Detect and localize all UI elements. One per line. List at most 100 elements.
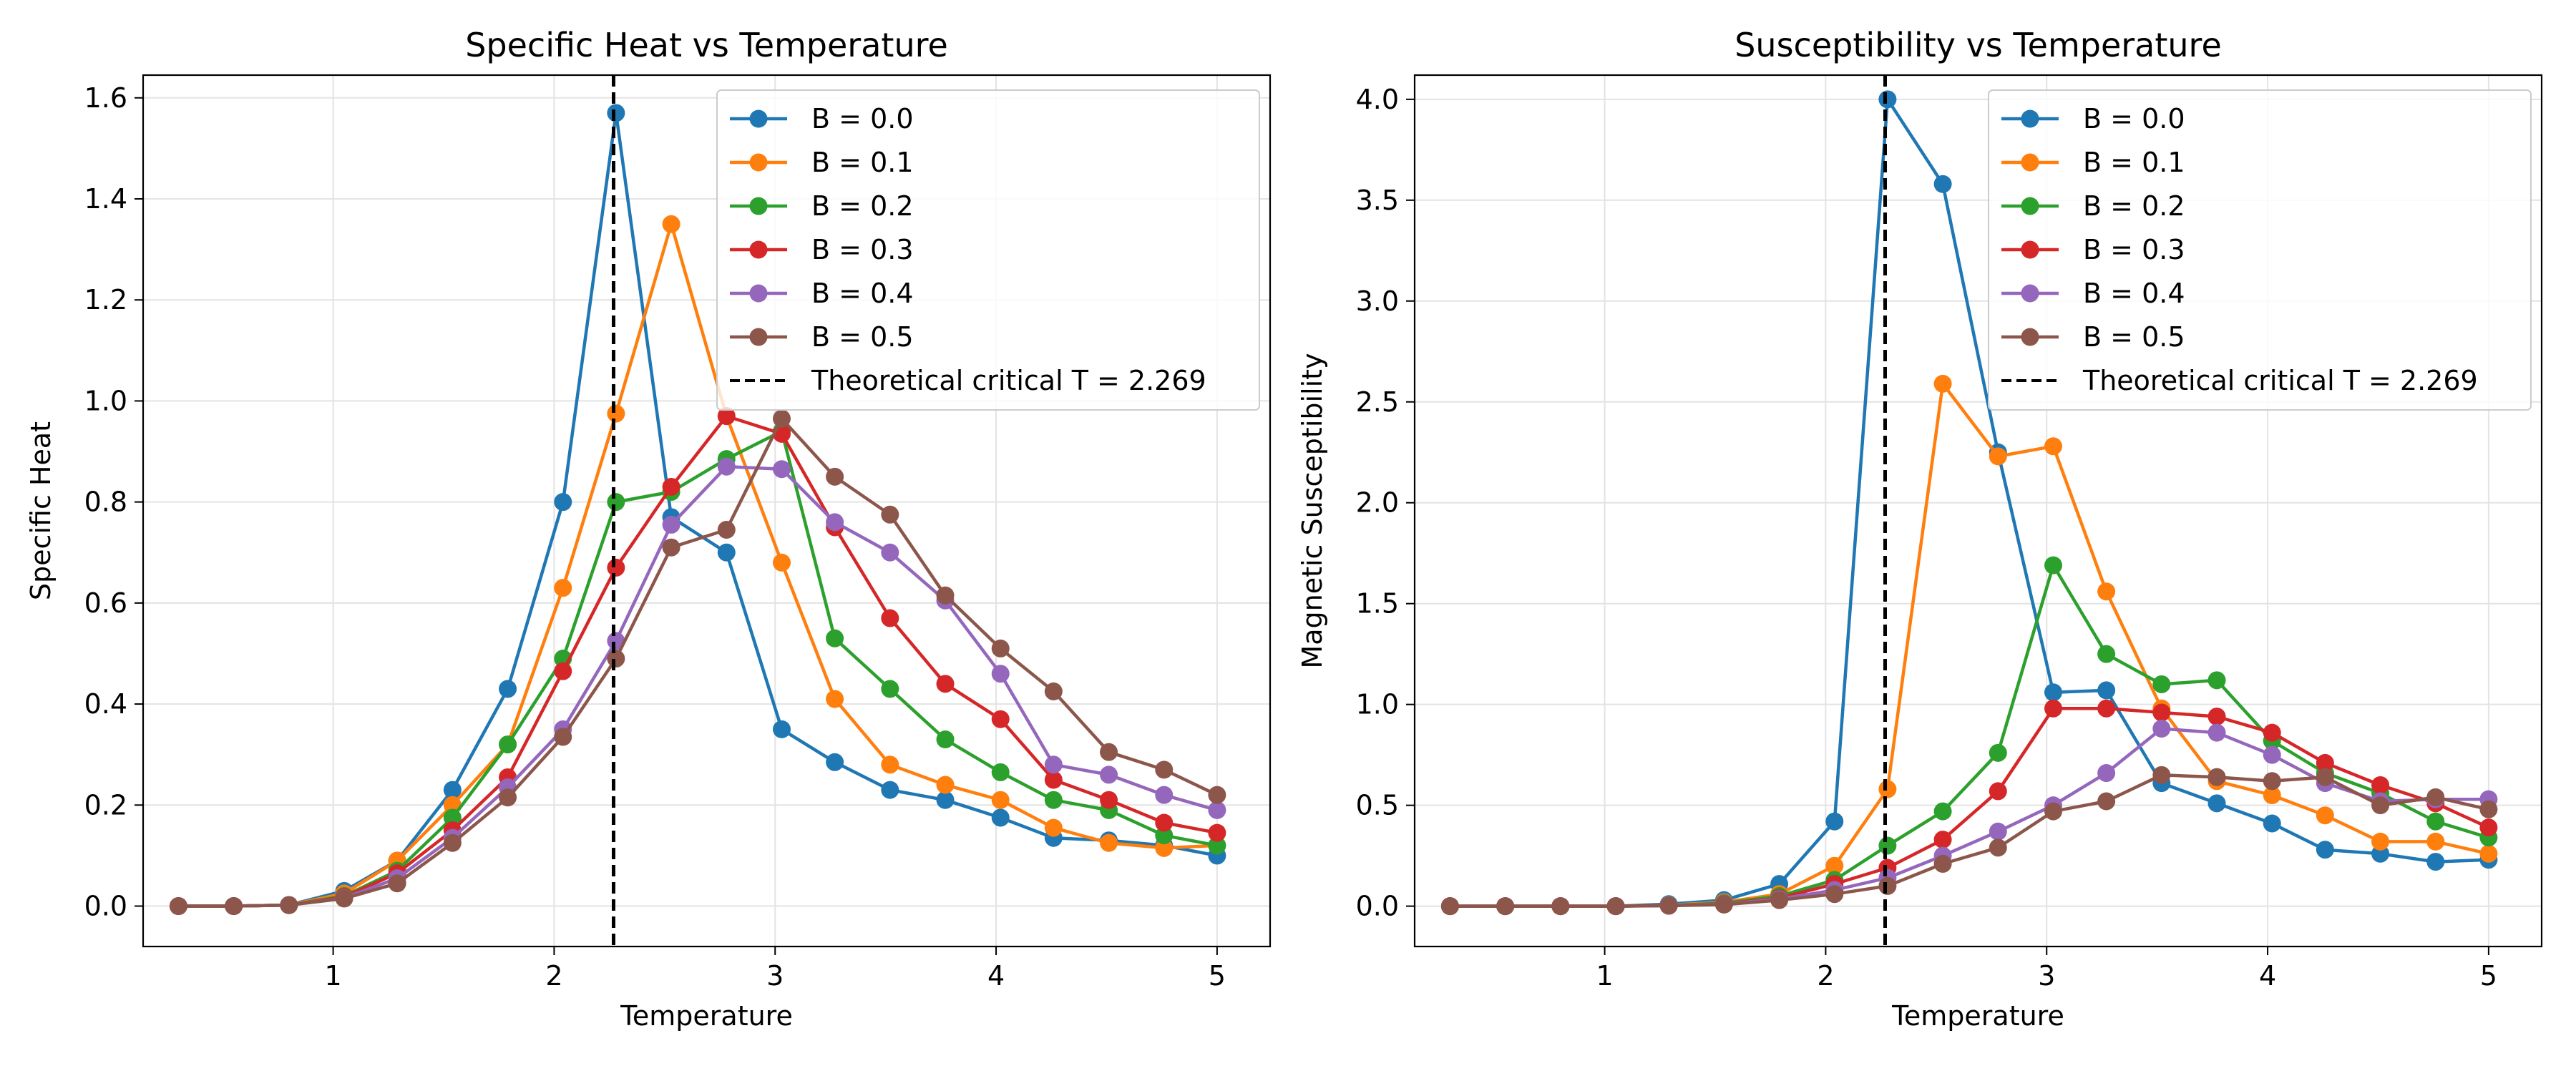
data-point [2152, 675, 2171, 693]
legend-swatch-marker [749, 197, 768, 215]
legend-entry-b-0-2: B = 0.2 [730, 190, 914, 222]
x-tick-label: 3 [2038, 960, 2055, 992]
legend-label-critical-specific-heat: Theoretical critical T = 2.269 [811, 365, 1206, 396]
data-point [991, 808, 1010, 827]
legend-specific-heat: B = 0.0 B = 0.1 B = 0.2 B = 0.3 B = 0.4 B = 0… [716, 89, 1260, 411]
data-point [1155, 838, 1174, 857]
data-point [662, 538, 680, 557]
data-point [2207, 723, 2226, 742]
data-point [1155, 760, 1174, 779]
x-axis-label-susceptibility: Temperature [1891, 1000, 2064, 1032]
legend-entry-critical-susceptibility: Theoretical critical T = 2.269 [2001, 365, 2478, 396]
data-point [881, 505, 899, 524]
legend-entry-b-0-4: B = 0.4 [2001, 278, 2185, 309]
y-tick-label: 1.5 [1356, 588, 1399, 620]
data-point [1989, 743, 2007, 762]
legend-entry-b-0-2: B = 0.2 [2001, 190, 2185, 222]
data-point [1933, 374, 1952, 393]
x-tick-label: 5 [1209, 960, 1226, 992]
y-tick-label: 3.0 [1356, 285, 1399, 317]
data-point [2097, 582, 2116, 601]
legend-label-critical-susceptibility: Theoretical critical T = 2.269 [2082, 365, 2478, 396]
series-b-0-5 [169, 409, 1226, 916]
legend-label: B = 0.1 [811, 147, 914, 178]
data-point [443, 781, 462, 799]
data-point [1989, 447, 2007, 466]
data-point [1044, 818, 1063, 837]
data-point [2479, 844, 2498, 863]
data-point [2263, 745, 2281, 764]
data-point [2152, 766, 2171, 784]
data-point [1878, 876, 1897, 895]
data-point [2097, 681, 2116, 700]
data-point [1606, 897, 1625, 916]
data-point [1933, 831, 1952, 849]
data-point [499, 788, 517, 807]
legend-entry-b-0-4: B = 0.4 [730, 278, 914, 309]
legend-swatch-marker [749, 328, 768, 346]
series-layer-susceptibility [1440, 90, 2498, 916]
data-point [2263, 814, 2281, 833]
x-tick-label: 5 [2480, 960, 2497, 992]
y-tick-label: 2.5 [1356, 386, 1399, 418]
data-point [2263, 723, 2281, 742]
data-point [554, 579, 572, 597]
y-tick-label: 1.4 [84, 183, 127, 215]
data-point [554, 728, 572, 746]
y-ticks-specific-heat: 0.0 0.2 0.4 0.6 0.8 1.0 1.2 1.4 1.6 [84, 82, 143, 922]
data-point [991, 710, 1010, 728]
data-point [2371, 832, 2390, 851]
legend-label: B = 0.4 [2083, 278, 2185, 309]
y-tick-label: 1.0 [1356, 689, 1399, 720]
data-point [2207, 708, 2226, 726]
data-point [2371, 776, 2390, 794]
data-point [826, 629, 844, 647]
y-tick-label: 2.0 [1356, 487, 1399, 519]
legend-entry-b-0-5: B = 0.5 [730, 321, 914, 353]
y-tick-label: 1.2 [84, 284, 127, 316]
data-point [826, 753, 844, 771]
data-point [936, 730, 955, 749]
data-point [1208, 786, 1226, 804]
data-point [607, 104, 625, 122]
data-point [607, 632, 625, 650]
legend-swatch-marker [2021, 197, 2039, 215]
data-point [2479, 818, 2498, 837]
legend-label: B = 0.0 [811, 103, 914, 134]
y-ticks-susceptibility: 0.0 0.5 1.0 1.5 2.0 2.5 3.0 3.5 4.0 [1356, 84, 1415, 922]
data-point [1044, 771, 1063, 789]
y-tick-label: 1.0 [84, 385, 127, 416]
data-point [991, 665, 1010, 683]
data-point [2044, 699, 2062, 718]
data-point [881, 755, 899, 774]
x-tick-label: 4 [2259, 960, 2276, 992]
data-point [2207, 768, 2226, 786]
y-tick-label: 0.0 [1356, 891, 1399, 922]
data-point [936, 791, 955, 809]
legend-swatch-marker [749, 109, 768, 128]
legend-entry-b-0-3: B = 0.3 [2001, 234, 2185, 265]
data-point [773, 720, 791, 738]
data-point [1825, 856, 1844, 875]
data-point [1208, 823, 1226, 842]
data-point [773, 460, 791, 479]
legend-swatch-marker [2021, 240, 2039, 259]
data-point [1044, 755, 1063, 774]
legend-label: B = 0.4 [811, 278, 914, 309]
legend-entry-b-0-3: B = 0.3 [730, 234, 914, 265]
data-point [1044, 791, 1063, 809]
legend-items-specific-heat: B = 0.0 B = 0.1 B = 0.2 B = 0.3 B = 0.4 B = 0… [730, 103, 914, 353]
data-point [2316, 768, 2334, 786]
data-point [2044, 683, 2062, 702]
data-point [1933, 854, 1952, 873]
data-point [2097, 699, 2116, 718]
y-tick-label: 0.0 [84, 891, 127, 922]
data-point [717, 520, 736, 539]
y-tick-label: 4.0 [1356, 84, 1399, 115]
data-point [1100, 743, 1118, 761]
data-point [1100, 766, 1118, 784]
data-point [717, 457, 736, 476]
data-point [607, 493, 625, 512]
